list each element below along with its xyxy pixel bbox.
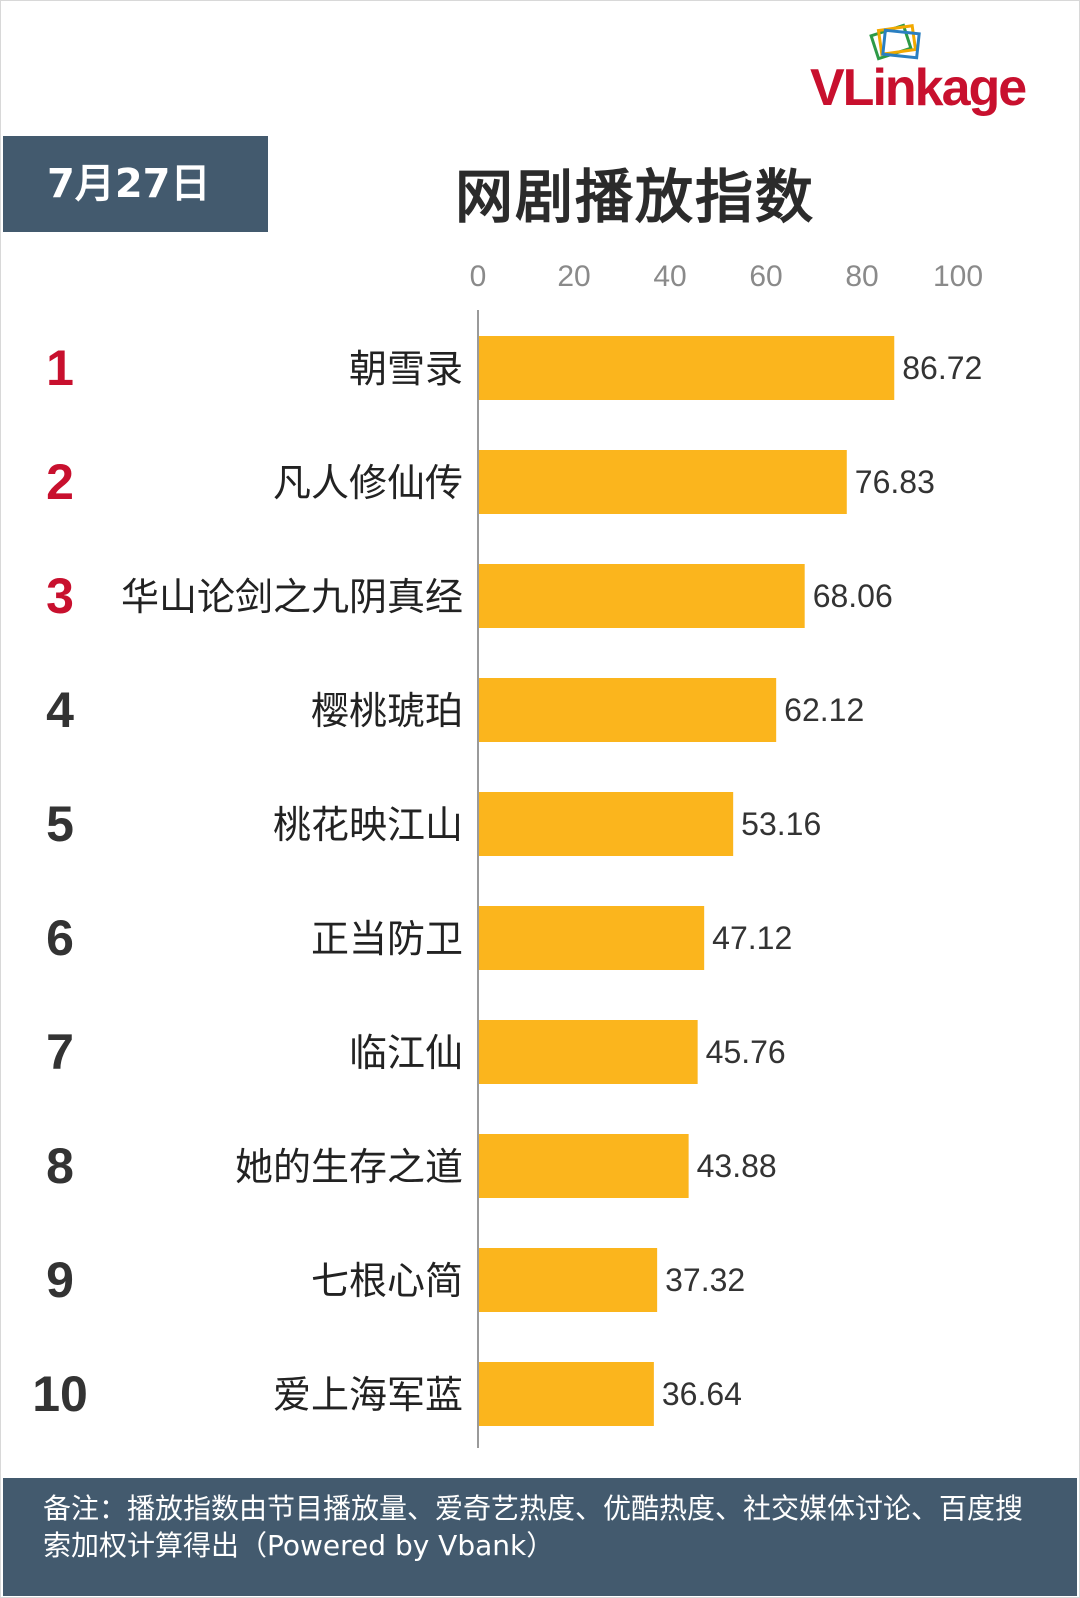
bar [479, 450, 847, 514]
brand-name: VLinkage [810, 59, 1027, 117]
category-label: 临江仙 [349, 1031, 463, 1075]
rank-number: 9 [46, 1252, 74, 1308]
bar [479, 1134, 689, 1198]
bar-chart: 0 20 40 60 80 100 1 朝雪录 86.72 2 凡人修仙传 76.83 3 华山论剑之九阴… [32, 260, 983, 1448]
logo-mark-icon [869, 23, 921, 61]
category-label: 爱上海军蓝 [273, 1373, 463, 1417]
brand-logo: VLinkage [810, 18, 1060, 118]
x-tick-label: 60 [749, 260, 782, 293]
value-label: 53.16 [741, 806, 821, 842]
rank-number: 6 [46, 910, 74, 966]
value-label: 76.83 [855, 464, 935, 500]
category-label: 正当防卫 [311, 917, 463, 961]
category-label: 七根心简 [311, 1259, 463, 1303]
rank-number: 3 [46, 568, 74, 624]
category-label: 她的生存之道 [235, 1145, 463, 1189]
x-tick-label: 100 [933, 260, 983, 293]
rank-number: 2 [46, 454, 74, 510]
rank-number: 10 [32, 1366, 88, 1422]
category-label: 樱桃琥珀 [311, 689, 463, 733]
rank-number: 4 [46, 682, 74, 738]
x-tick-label: 40 [653, 260, 686, 293]
value-label: 36.64 [662, 1376, 742, 1412]
value-label: 68.06 [813, 578, 893, 614]
category-label: 凡人修仙传 [273, 461, 463, 505]
bar [479, 792, 734, 856]
x-tick-label: 20 [557, 260, 590, 293]
bar [479, 1020, 698, 1084]
chart-title: 网剧播放指数 [455, 163, 816, 231]
value-label: 45.76 [706, 1034, 786, 1070]
footer-note: 备注：播放指数由节目播放量、爱奇艺热度、优酷热度、社交媒体讨论、百度搜索加权计算… [3, 1478, 1077, 1596]
bar [479, 564, 805, 628]
value-label: 43.88 [697, 1148, 777, 1184]
bar [479, 336, 895, 400]
x-tick-label: 0 [470, 260, 487, 293]
value-label: 62.12 [784, 692, 864, 728]
value-label: 47.12 [712, 920, 792, 956]
date-badge: 7月27日 [3, 136, 268, 232]
value-label: 86.72 [902, 350, 982, 386]
rank-number: 5 [46, 796, 74, 852]
rank-number: 7 [46, 1024, 74, 1080]
bar [479, 678, 777, 742]
category-label: 华山论剑之九阴真经 [121, 575, 463, 619]
value-label: 37.32 [665, 1262, 745, 1298]
bar [479, 1248, 658, 1312]
category-label: 桃花映江山 [273, 803, 463, 847]
rank-number: 1 [46, 340, 74, 396]
category-label: 朝雪录 [349, 347, 463, 391]
bar [479, 906, 705, 970]
x-tick-label: 80 [845, 260, 878, 293]
rank-number: 8 [46, 1138, 74, 1194]
bar [479, 1362, 654, 1426]
